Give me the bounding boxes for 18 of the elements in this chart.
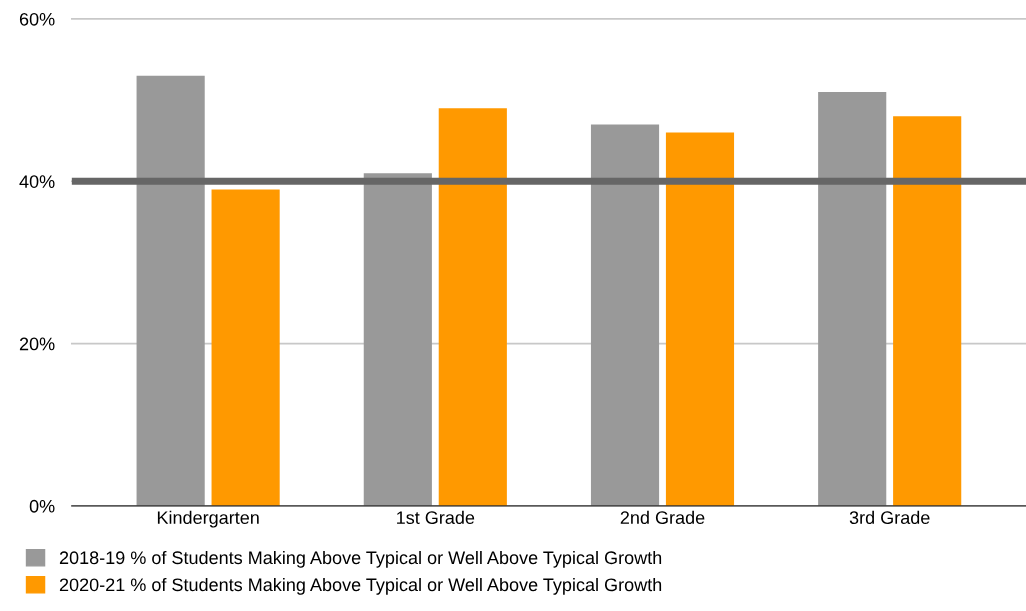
legend-label: 2020-21 % of Students Making Above Typical or Well Above Typical Growth <box>59 577 662 595</box>
legend-label: 2018-19 % of Students Making Above Typical or Well Above Typical Growth <box>59 550 662 568</box>
y-tick-label: 40% <box>19 175 55 188</box>
x-tick-label: 1st Grade <box>397 510 475 525</box>
bar <box>818 91 887 506</box>
bar <box>590 124 660 506</box>
x-tick-label: 2nd Grade <box>620 510 705 525</box>
bar <box>136 75 205 506</box>
x-tick-label: Kindergarten <box>157 510 259 528</box>
bar <box>438 108 507 506</box>
bar <box>665 132 735 506</box>
y-tick-label: 20% <box>19 337 55 351</box>
bar <box>363 173 432 506</box>
x-tick-label: 3rd Grade <box>849 510 930 525</box>
y-tick-label: 0% <box>29 499 55 513</box>
bar <box>893 116 962 506</box>
y-tick-label: 60% <box>19 12 55 26</box>
bar <box>211 189 280 506</box>
